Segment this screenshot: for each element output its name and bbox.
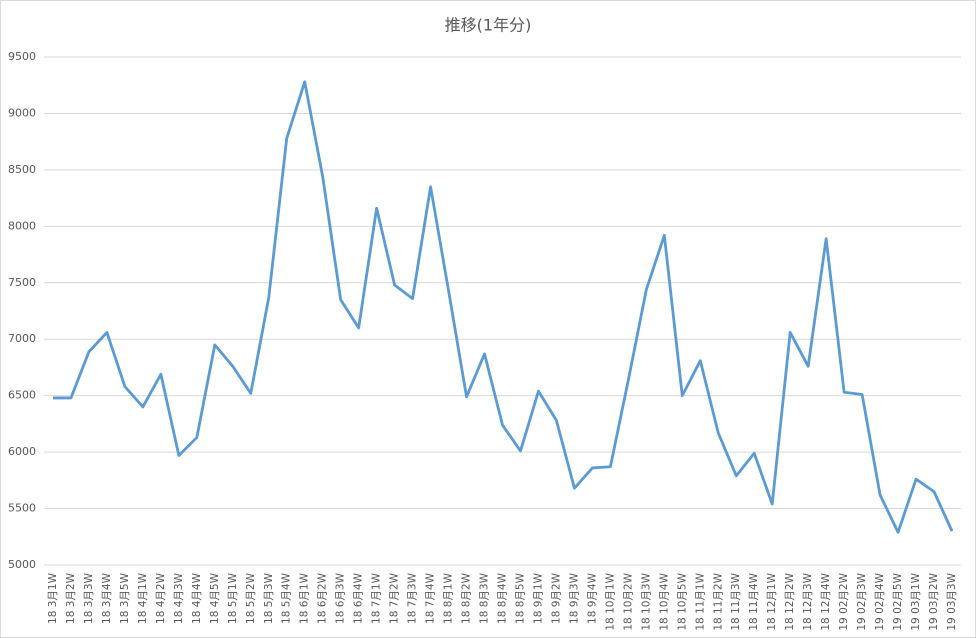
x-tick-label: 19 02月4W <box>874 572 886 630</box>
x-tick-label: 18 6月2W <box>317 572 329 624</box>
x-tick-label: 18 12月4W <box>820 572 832 630</box>
x-tick-label: 18 9月1W <box>532 572 544 624</box>
x-tick-label: 18 4月5W <box>209 572 221 624</box>
x-tick-label: 18 8月3W <box>479 572 491 624</box>
x-tick-label: 18 11月2W <box>712 572 724 630</box>
x-tick-label: 18 12月2W <box>784 572 796 630</box>
x-tick-label: 18 12月1W <box>766 572 778 630</box>
y-tick-label: 6500 <box>8 389 36 402</box>
y-tick-label: 9500 <box>8 50 36 63</box>
x-tick-label: 18 6月4W <box>353 572 365 624</box>
x-tick-label: 18 4月3W <box>173 572 185 624</box>
x-tick-label: 18 10月5W <box>676 572 688 630</box>
x-tick-label: 19 03月3W <box>946 572 958 630</box>
y-tick-label: 8500 <box>8 163 36 176</box>
x-tick-label: 18 11月1W <box>694 572 706 630</box>
x-tick-label: 18 7月2W <box>389 572 401 624</box>
x-tick-label: 18 5月3W <box>263 572 275 624</box>
x-tick-label: 18 8月2W <box>461 572 473 624</box>
x-tick-label: 18 4月4W <box>191 572 203 624</box>
x-tick-label: 19 03月1W <box>910 572 922 630</box>
x-tick-label: 19 02月5W <box>892 572 904 630</box>
x-tick-label: 18 12月3W <box>802 572 814 630</box>
x-tick-label: 18 9月3W <box>568 572 580 624</box>
y-tick-label: 8000 <box>8 219 36 232</box>
x-tick-label: 18 10月1W <box>604 572 616 630</box>
x-tick-label: 18 5月1W <box>227 572 239 624</box>
x-tick-label: 18 5月2W <box>245 572 257 624</box>
y-tick-label: 7000 <box>8 332 36 345</box>
x-tick-label: 18 3月2W <box>65 572 77 624</box>
x-tick-label: 18 7月4W <box>425 572 437 624</box>
x-tick-label: 18 7月1W <box>371 572 383 624</box>
x-tick-label: 18 3月3W <box>83 572 95 624</box>
x-tick-label: 18 10月3W <box>640 572 652 630</box>
x-tick-label: 19 02月2W <box>838 572 850 630</box>
x-tick-label: 18 6月3W <box>335 572 347 624</box>
y-tick-label: 6000 <box>8 445 36 458</box>
x-tick-label: 18 9月2W <box>550 572 562 624</box>
x-tick-label: 19 03月2W <box>928 572 940 630</box>
x-tick-label: 18 10月2W <box>622 572 634 630</box>
line <box>52 80 954 534</box>
x-tick-label: 18 3月4W <box>101 572 113 624</box>
x-tick-label: 18 7月3W <box>407 572 419 624</box>
x-tick-label: 18 4月1W <box>137 572 149 624</box>
x-tick-label: 18 11月4W <box>748 572 760 630</box>
y-tick-label: 9000 <box>8 106 36 119</box>
x-tick-label: 18 8月4W <box>497 572 509 624</box>
x-tick-label: 18 3月5W <box>119 572 131 624</box>
x-tick-label: 18 11月3W <box>730 572 742 630</box>
y-tick-label: 5500 <box>8 502 36 515</box>
x-tick-label: 18 10月4W <box>658 572 670 630</box>
x-tick-label: 18 8月1W <box>443 572 455 624</box>
y-tick-label: 7500 <box>8 276 36 289</box>
y-tick-label: 5000 <box>8 558 36 571</box>
x-tick-label: 18 8月5W <box>514 572 526 624</box>
x-tick-label: 18 4月2W <box>155 572 167 624</box>
x-tick-label: 18 9月4W <box>586 572 598 624</box>
x-tick-label: 19 02月3W <box>856 572 868 630</box>
x-tick-label: 18 3月1W <box>47 572 59 624</box>
chart-title: 推移(1年分) <box>445 16 532 35</box>
x-tick-label: 18 5月4W <box>281 572 293 624</box>
x-tick-label: 18 6月1W <box>299 572 311 624</box>
